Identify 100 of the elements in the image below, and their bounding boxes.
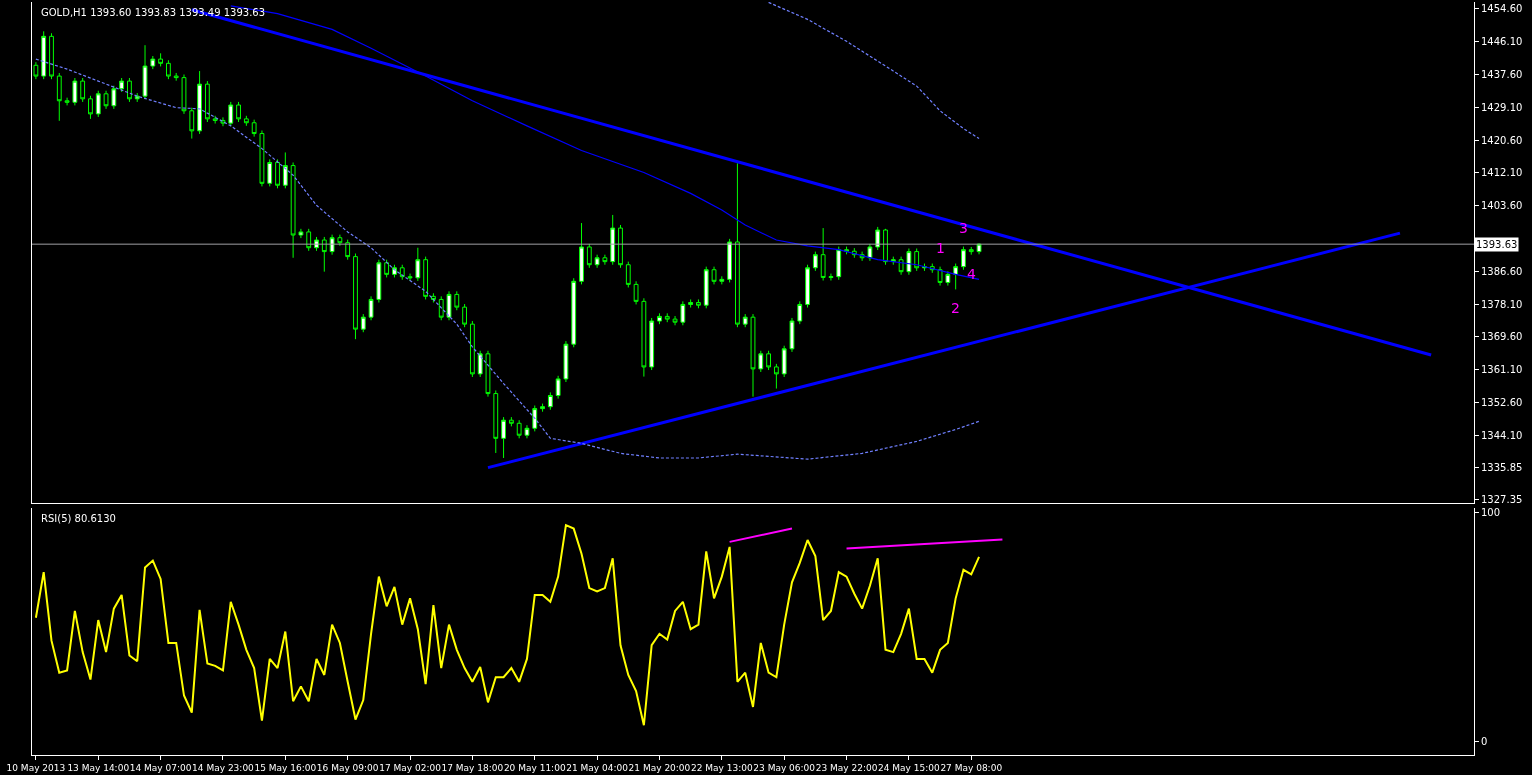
y-tick-label: 1446.10: [1481, 36, 1523, 48]
candlestick: [586, 243, 592, 269]
x-tick-label: 20 May 11:00: [503, 762, 566, 773]
candlestick: [594, 254, 600, 269]
candlestick: [883, 228, 888, 266]
candlestick: [602, 254, 608, 266]
candlestick: [321, 236, 327, 273]
candlestick: [454, 290, 460, 311]
candlestick: [711, 266, 717, 285]
candlestick: [282, 151, 288, 189]
candlestick: [72, 77, 78, 106]
candlestick: [204, 80, 210, 123]
candlestick: [64, 97, 70, 106]
candlestick: [446, 290, 452, 321]
candlestick: [773, 363, 779, 390]
candlestick: [945, 270, 951, 287]
candlestick: [680, 300, 686, 326]
candlestick: [820, 227, 826, 282]
candlestick: [649, 317, 655, 371]
candlestick: [95, 90, 101, 118]
candlestick: [906, 248, 912, 276]
candlestick: [781, 345, 787, 378]
candlestick: [134, 92, 140, 103]
candlestick: [173, 72, 179, 82]
x-tick-label: 14 May 23:00: [192, 762, 255, 773]
x-tick-label: 14 May 07:00: [129, 762, 192, 773]
candlestick: [181, 74, 187, 115]
x-tick-label: 21 May 20:00: [628, 762, 691, 773]
candlestick: [563, 340, 569, 383]
candlestick: [555, 375, 561, 400]
candlestick: [672, 315, 678, 326]
candlestick: [875, 226, 881, 251]
candlestick: [259, 129, 265, 187]
candlestick: [571, 277, 577, 348]
candlestick: [462, 303, 468, 328]
candlestick: [719, 275, 725, 285]
candlestick: [532, 405, 538, 432]
candlestick: [56, 72, 62, 122]
x-tick-label: 23 May 06:00: [753, 762, 816, 773]
annotation: 2: [951, 300, 960, 316]
candlestick: [914, 248, 920, 272]
candlestick: [189, 107, 195, 140]
line-series: [35, 58, 980, 460]
candlestick: [360, 313, 366, 333]
y-tick-label: 1437.60: [1481, 69, 1523, 81]
candlestick: [33, 61, 39, 80]
y-tick-label: 100: [1481, 507, 1501, 519]
candlestick: [610, 214, 616, 266]
candlestick: [88, 95, 93, 120]
candlestick: [735, 162, 740, 328]
candlestick: [119, 77, 125, 93]
candlestick: [867, 243, 873, 262]
candlestick: [142, 44, 148, 100]
candlestick: [516, 419, 522, 439]
candlestick: [384, 259, 390, 278]
candlestick: [228, 101, 234, 127]
y-tick-label: 1412.10: [1481, 167, 1523, 179]
candlestick: [197, 70, 202, 135]
y-tick-label: 0: [1481, 735, 1488, 747]
candlestick: [540, 403, 545, 413]
candlestick: [766, 350, 771, 371]
candlestick: [657, 312, 662, 325]
candlestick: [485, 350, 491, 398]
candlestick: [742, 313, 748, 328]
candlestick: [236, 101, 241, 123]
candlestick: [469, 320, 475, 378]
annotation: 1: [936, 240, 945, 256]
candlestick: [547, 391, 553, 411]
candlestick: [243, 115, 249, 127]
x-tick-label: 17 May 18:00: [441, 762, 504, 773]
y-tick-label: 1420.60: [1481, 134, 1523, 146]
candlestick: [41, 30, 47, 80]
candlestick: [727, 238, 733, 283]
y-tick-label: 1369.60: [1481, 331, 1523, 343]
candlestick: [688, 298, 694, 309]
candlestick: [579, 222, 584, 285]
candlestick: [477, 350, 483, 378]
candlestick: [290, 161, 296, 259]
candlestick: [306, 228, 312, 252]
candlestick: [836, 246, 842, 281]
candlestick: [968, 246, 974, 256]
candlestick: [345, 239, 351, 261]
candlestick: [415, 247, 421, 282]
candlestick: [423, 256, 429, 300]
candlestick: [937, 266, 943, 287]
candlestick: [898, 256, 904, 276]
line-series: [767, 2, 980, 140]
candlestick: [524, 424, 530, 439]
text: RSI(5) 80.6130: [41, 513, 116, 524]
y-tick-label: 1352.60: [1481, 396, 1523, 408]
candlestick: [329, 234, 335, 256]
candlestick: [828, 273, 834, 282]
candlestick: [797, 300, 803, 325]
candlestick: [49, 32, 54, 80]
candlestick: [127, 77, 132, 103]
x-tick-label: 15 May 16:00: [254, 762, 317, 773]
candlestick: [961, 246, 966, 271]
candlestick: [789, 317, 795, 353]
candlestick: [80, 77, 86, 103]
candlestick: [664, 312, 670, 323]
